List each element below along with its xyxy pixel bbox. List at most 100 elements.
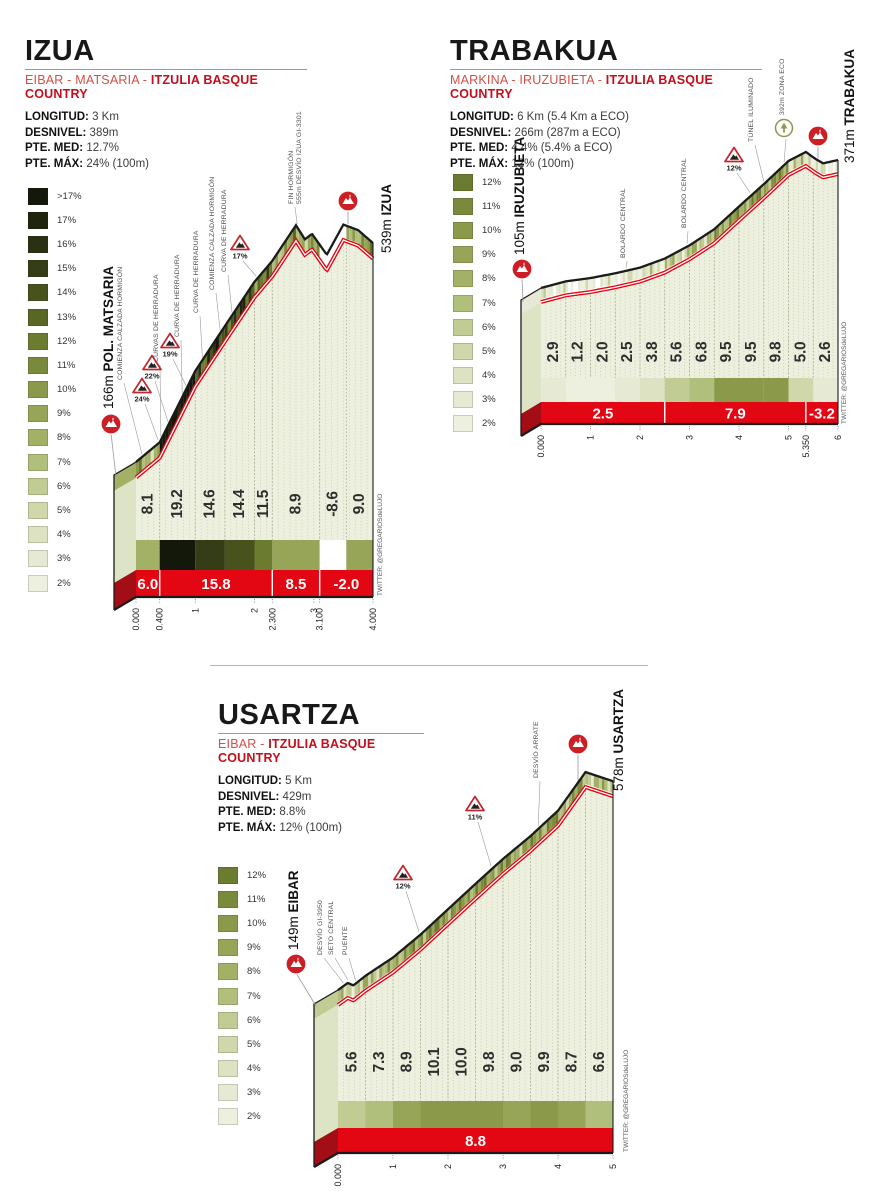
ribbon-cell [659, 259, 663, 272]
twitter-credit: TWITTER: @GREGARIOSdeLUJO [841, 322, 848, 424]
ribbon-cell [544, 820, 547, 836]
legend-swatch [453, 318, 473, 336]
ribbon-cell [156, 442, 160, 458]
legend-row: 10% [28, 378, 82, 402]
ribbon-cell [664, 257, 668, 270]
summit-label: 578m USARTZA [611, 689, 626, 791]
legend-swatch [218, 890, 238, 908]
strip-cell [739, 378, 764, 402]
gradient-legend-trabakua: 12% 11% 10% 9% 8% 7% 6% 5% 4% 3% 2% [453, 170, 501, 436]
red-band [541, 402, 838, 424]
ribbon-cell [652, 262, 655, 275]
segment-gradient-value: 14.6 [202, 489, 219, 519]
annotation-label: DESVÍO GI-3950 [315, 900, 324, 955]
strip-cell [664, 378, 690, 402]
ribbon-cell [808, 153, 811, 167]
ribbon-cell [361, 232, 365, 249]
ribbon-cell [492, 866, 495, 881]
segment-gradient-value: 9.5 [718, 341, 735, 362]
ribbon-cell [597, 276, 601, 288]
kom-mountain-icon [100, 413, 122, 435]
warning-triangle [160, 332, 180, 349]
segment-gradient-value: 2.5 [619, 341, 636, 362]
legend-swatch [453, 391, 473, 409]
ribbon-cell [346, 225, 350, 240]
mountain-glyph [572, 740, 584, 747]
ribbon-cell [736, 206, 739, 220]
ribbon-cell [739, 204, 742, 218]
ribbon-cell [343, 984, 347, 999]
legend-label: 6% [482, 321, 496, 333]
ribbon-cell [412, 939, 415, 954]
subtitle-brand: ITZULIA BASQUE COUNTRY [218, 737, 376, 765]
avg-gradient-value: -2.0 [333, 576, 359, 593]
bottom-edge [113, 595, 373, 611]
subtitle-brand: ITZULIA BASQUE COUNTRY [450, 73, 713, 101]
tick-label: 4.000 [368, 608, 378, 631]
ribbon-cell [464, 891, 468, 906]
segment-gradient-value: 9.0 [508, 1052, 525, 1073]
ribbon-cell [475, 881, 479, 896]
strip-cell [448, 1101, 476, 1128]
ribbon-cell [694, 240, 697, 254]
ribbon-cell [691, 242, 695, 255]
ribbon-cell [647, 264, 650, 276]
legend-label: 7% [482, 297, 496, 309]
warning-percent-label: 19% [162, 350, 177, 359]
legend-row: 7% [453, 291, 501, 315]
eco-tree-icon [774, 118, 794, 138]
ribbon-cell [552, 813, 556, 828]
warning-triangle [230, 234, 250, 251]
segment-gradient-value: 9.9 [536, 1051, 553, 1072]
legend-row: 16% [28, 232, 82, 256]
gradient-warning-triangle-icon: 22% [142, 354, 162, 381]
endcap-body-face [114, 478, 136, 583]
tick-label: 5 [608, 1164, 618, 1169]
ribbon-cell [726, 215, 730, 229]
annotation-leader [334, 957, 349, 981]
tick-label: 2 [635, 435, 645, 440]
climb-stats: LONGITUD: 3 Km DESNIVEL: 389m PTE. MED: … [25, 110, 307, 172]
ribbon-cell [795, 155, 799, 169]
subtitle-route: MARKINA - IRUZUBIETA - [450, 73, 606, 87]
subtitle-brand: ITZULIA BASQUE COUNTRY [25, 73, 259, 101]
legend-swatch [28, 526, 48, 544]
ribbon-cell [820, 161, 824, 175]
ribbon-cell [355, 229, 359, 244]
ribbon-cell [439, 914, 443, 929]
climb-stats: LONGITUD: 6 Km (5.4 Km a ECO) DESNIVEL: … [450, 110, 762, 172]
legend-swatch [453, 197, 473, 215]
road-line [134, 237, 375, 480]
strip-cell [813, 378, 838, 402]
segment-gradient-value: 3.8 [644, 341, 661, 362]
segment-gradient-value: 2.6 [817, 341, 834, 362]
ribbon-cell [706, 232, 710, 246]
chart-header-usartza: USARTZA EIBAR - ITZULIA BASQUE COUNTRY L… [218, 700, 424, 836]
start-leader [110, 432, 117, 478]
endcap-body-face [314, 1005, 338, 1142]
ribbon-cell [508, 852, 512, 867]
ribbon-cell [549, 815, 553, 831]
legend-swatch [28, 574, 48, 592]
ribbon-cell [823, 162, 826, 175]
legend-row: 4% [28, 523, 82, 547]
legend-row: 13% [28, 305, 82, 329]
mountain-glyph [290, 960, 302, 967]
strip-cell [585, 1101, 613, 1128]
ribbon-cell [420, 932, 424, 947]
warning-leader [405, 890, 420, 932]
ribbon-cell [530, 833, 534, 849]
legend-label: 5% [482, 345, 496, 357]
annotation-leader [348, 957, 356, 981]
legend-label: 11% [57, 359, 76, 371]
annotations: COMIENZA CALZADA HORMIGÓN CURVAS DE HERRA… [115, 111, 303, 455]
stat-row: PTE. MÁX: 12% (100m) [450, 157, 574, 170]
legend-row: 15% [28, 257, 82, 281]
strip-cell [272, 540, 320, 570]
legend-label: 10% [247, 917, 267, 929]
annotation-leader [783, 138, 787, 163]
legend-row: 2% [453, 412, 501, 436]
strip-cell [136, 540, 160, 570]
segment-gradient-value: 10.0 [453, 1048, 470, 1077]
ribbon-cell [825, 162, 829, 174]
